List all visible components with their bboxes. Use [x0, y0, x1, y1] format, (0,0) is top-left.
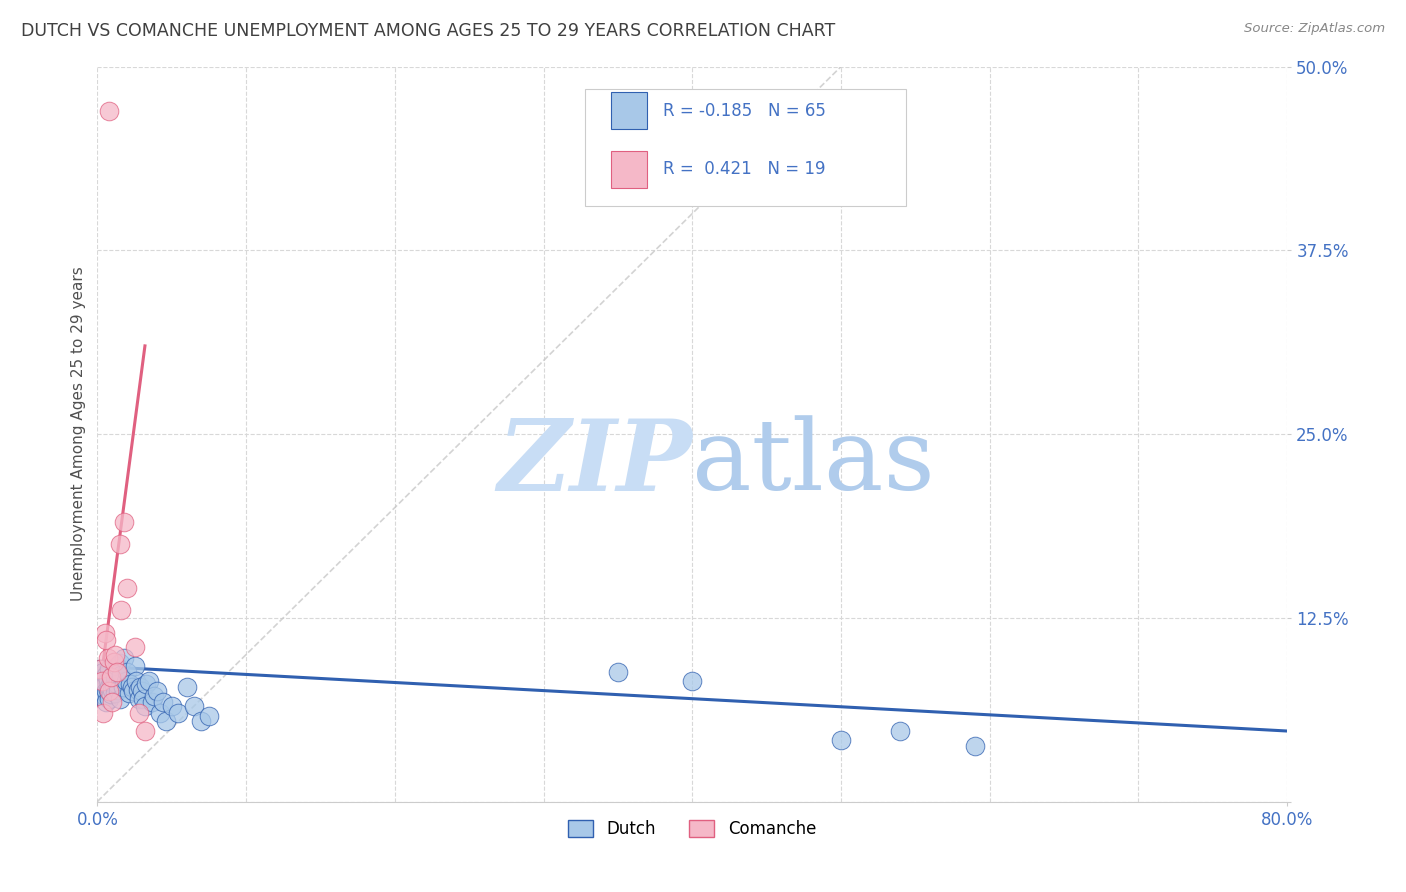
Point [127, 682, 149, 697]
Point [110, 668, 132, 682]
Point [138, 673, 160, 688]
Point [96, 684, 118, 698]
Point [89, 662, 111, 676]
Point [98, 684, 121, 698]
Point [97, 650, 120, 665]
FancyBboxPatch shape [612, 151, 647, 188]
Point [183, 699, 205, 714]
Point [129, 680, 152, 694]
Text: ZIP: ZIP [498, 416, 692, 512]
Point [681, 673, 703, 688]
Point [149, 706, 172, 721]
Point [128, 706, 150, 721]
Point [98, 680, 121, 694]
Point [101, 682, 124, 697]
Point [98, 662, 121, 676]
Point [105, 677, 128, 691]
Point [142, 689, 165, 703]
Point [128, 691, 150, 706]
Point [124, 640, 146, 655]
Point [108, 537, 131, 551]
Y-axis label: Unemployment Among Ages 25 to 29 years: Unemployment Among Ages 25 to 29 years [72, 267, 86, 601]
Point [134, 699, 156, 714]
Point [105, 665, 128, 680]
Text: R =  0.421   N = 19: R = 0.421 N = 19 [662, 161, 825, 178]
Point [94, 677, 117, 691]
Point [117, 686, 139, 700]
Point [97, 673, 120, 687]
Point [100, 687, 122, 701]
Point [135, 677, 157, 691]
Point [108, 657, 131, 671]
Point [115, 665, 138, 680]
Point [101, 671, 124, 685]
Point [125, 673, 148, 688]
Text: atlas: atlas [692, 416, 935, 511]
Point [91, 665, 114, 680]
Point [132, 691, 155, 706]
Point [124, 659, 146, 673]
Point [114, 673, 136, 688]
Point [100, 673, 122, 688]
Legend: Dutch, Comanche: Dutch, Comanche [561, 814, 823, 845]
FancyBboxPatch shape [585, 88, 907, 206]
Point [166, 706, 188, 721]
Point [98, 691, 121, 706]
Point [141, 695, 163, 709]
Point [94, 670, 117, 684]
Point [90, 673, 112, 688]
Point [830, 732, 852, 747]
Point [190, 714, 212, 728]
Point [98, 103, 121, 118]
Point [122, 684, 145, 698]
Point [889, 724, 911, 739]
Point [101, 695, 124, 709]
Point [121, 680, 143, 694]
Point [107, 682, 129, 697]
Point [108, 691, 131, 706]
Point [94, 689, 117, 703]
Text: DUTCH VS COMANCHE UNEMPLOYMENT AMONG AGES 25 TO 29 YEARS CORRELATION CHART: DUTCH VS COMANCHE UNEMPLOYMENT AMONG AGE… [21, 22, 835, 40]
Point [134, 724, 156, 739]
Point [112, 650, 135, 665]
Point [90, 684, 112, 698]
Point [100, 670, 122, 684]
Point [198, 709, 221, 723]
Point [89, 662, 111, 676]
Point [104, 670, 127, 684]
Text: R = -0.185   N = 65: R = -0.185 N = 65 [662, 102, 825, 120]
Point [111, 680, 134, 694]
Point [96, 668, 118, 682]
Point [176, 680, 198, 694]
Point [606, 665, 628, 680]
Point [152, 695, 174, 709]
Point [94, 625, 117, 640]
Point [131, 684, 153, 698]
Point [103, 678, 125, 692]
Point [112, 516, 135, 530]
Point [104, 648, 127, 662]
Point [91, 706, 114, 721]
Text: Source: ZipAtlas.com: Source: ZipAtlas.com [1244, 22, 1385, 36]
Point [105, 659, 128, 673]
Point [110, 603, 132, 617]
Point [120, 677, 142, 691]
Point [103, 655, 125, 669]
Point [160, 699, 183, 714]
Point [103, 665, 125, 680]
Point [97, 682, 120, 697]
Point [91, 680, 114, 694]
Point [146, 684, 169, 698]
Point [96, 632, 118, 647]
Point [115, 582, 138, 596]
FancyBboxPatch shape [612, 93, 647, 129]
Point [104, 686, 127, 700]
Point [90, 673, 112, 688]
Point [96, 695, 118, 709]
Point [155, 714, 177, 728]
Point [963, 739, 986, 753]
